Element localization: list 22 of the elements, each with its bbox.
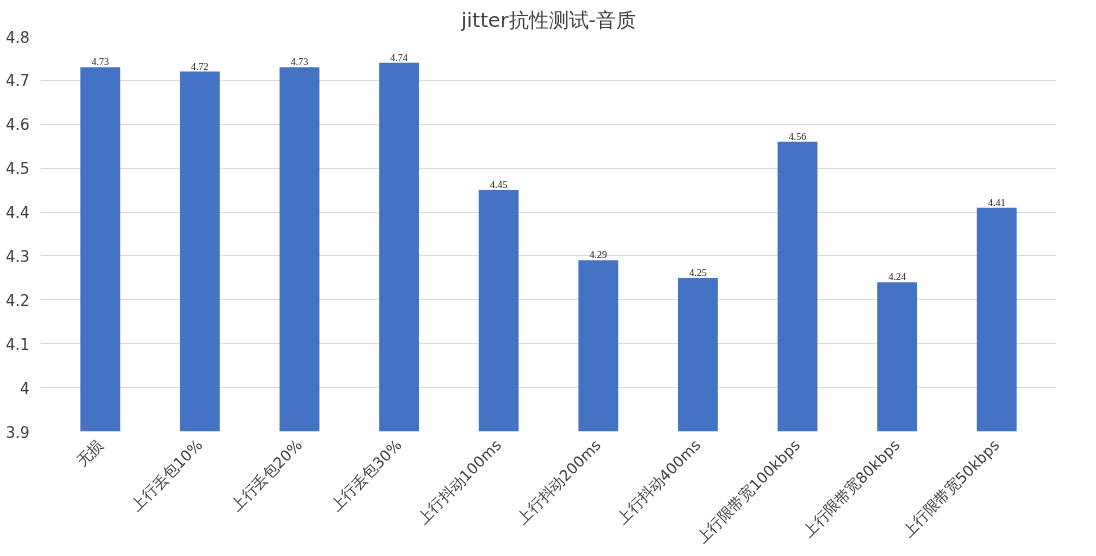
y-tick-label: 4.2 (5, 291, 30, 310)
data-label: 4.25 (689, 266, 707, 278)
y-tick-label: 4.7 (5, 72, 30, 91)
y-tick-label: 4 (19, 379, 30, 398)
y-tick-label: 3.9 (5, 423, 30, 442)
data-label: 4.29 (589, 249, 608, 261)
chart-title: jitter抗性测试-音质 (460, 7, 636, 32)
x-tick-label: 无损 (72, 436, 107, 471)
data-label: 4.73 (91, 56, 110, 68)
data-label: 4.72 (191, 60, 209, 72)
data-label: 4.24 (888, 271, 906, 283)
y-tick-label: 4.8 (5, 28, 30, 47)
y-tick-label: 4.4 (5, 204, 30, 223)
data-label: 4.74 (390, 51, 408, 63)
y-tick-label: 4.1 (5, 335, 30, 354)
data-label: 4.73 (290, 56, 309, 68)
y-tick-label: 4.6 (5, 116, 30, 135)
y-tick-label: 4.3 (5, 247, 30, 266)
data-label: 4.56 (788, 130, 807, 142)
data-label: 4.45 (489, 179, 508, 191)
y-tick-label: 4.5 (5, 160, 30, 179)
data-label: 4.41 (987, 196, 1006, 208)
